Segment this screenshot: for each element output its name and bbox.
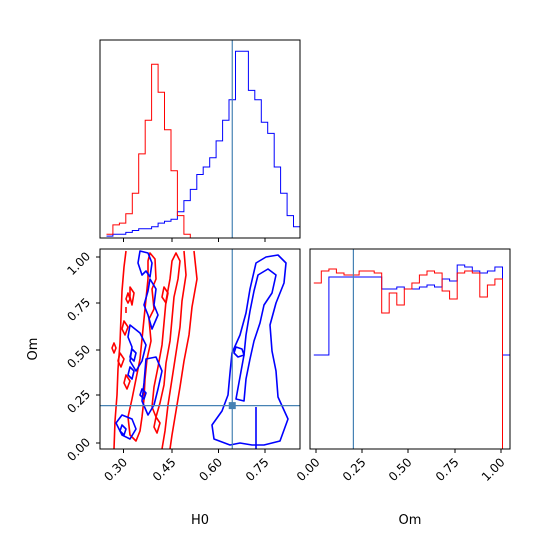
contour-blue-left-c xyxy=(115,414,137,440)
x-tick-label: 0.45 xyxy=(150,455,179,484)
contour-blue-blob-b xyxy=(127,366,135,380)
contour-red-outer-left xyxy=(113,250,127,449)
y-tick-label: 0.25 xyxy=(64,387,93,416)
contour-red-outer-right xyxy=(169,250,198,449)
contour-blue-blob-c xyxy=(139,388,147,400)
h0-histogram-series-b xyxy=(106,63,191,238)
x-tick-label: 0.25 xyxy=(340,455,369,484)
y-tick-label: 0.00 xyxy=(64,435,93,464)
contour-blue-upper-a xyxy=(137,250,153,278)
x-tick-label: 1.00 xyxy=(479,455,508,484)
contour-red-blob-g xyxy=(111,342,117,354)
panel-h0-om-joint: 0.30 0.45 0.60 0.75 0.00 0.25 0.50 0.75 … xyxy=(26,248,301,528)
x-tick-label: 0.60 xyxy=(196,455,225,484)
contour-red-blob-e xyxy=(123,374,131,390)
om-histogram-series-b xyxy=(313,268,503,449)
x-axis-label-h0: H0 xyxy=(191,513,209,528)
y-tick-label: 0.50 xyxy=(64,342,93,371)
contour-blue-left-a xyxy=(127,324,147,372)
y-axis-label-om: Om xyxy=(26,338,41,361)
x-tick-label: 0.30 xyxy=(101,455,130,484)
contour-blue-blob-a xyxy=(129,348,137,362)
contour-blue-left-b xyxy=(141,356,163,416)
contour-blue-right-outer xyxy=(211,254,289,446)
contour-red-blob-h xyxy=(125,292,131,304)
contour-red-blob-f xyxy=(153,416,161,434)
x-tick-label: 0.50 xyxy=(386,455,415,484)
contour-blue-upper-b xyxy=(143,278,159,330)
contour-red-blob-b xyxy=(161,286,169,304)
contour-red-blob-c xyxy=(121,320,129,336)
contour-red-blob-d xyxy=(117,352,125,368)
contour-red-blob-a xyxy=(129,286,135,306)
contour-blue-right-inner xyxy=(235,268,277,402)
h0-histogram-series-a xyxy=(106,50,300,237)
x-axis-label-om: Om xyxy=(399,513,422,528)
y-tick-label: 0.75 xyxy=(64,295,93,324)
panel-om-marginal: 0.00 0.25 0.50 0.75 1.00 Om xyxy=(294,248,511,528)
contour-red-mid-right xyxy=(161,250,187,449)
x-tick-label: 0.00 xyxy=(294,455,323,484)
x-tick-label: 0.75 xyxy=(433,455,462,484)
panel-h0-marginal xyxy=(99,39,301,242)
contours-series-b xyxy=(111,250,198,449)
y-tick-label: 1.00 xyxy=(64,249,93,278)
x-tick-label: 0.75 xyxy=(243,455,272,484)
contour-blue-blob-d xyxy=(119,424,127,436)
om-histogram-series-a xyxy=(313,264,510,356)
truth-marker xyxy=(228,402,236,410)
contour-blue-right-blob xyxy=(233,346,245,358)
